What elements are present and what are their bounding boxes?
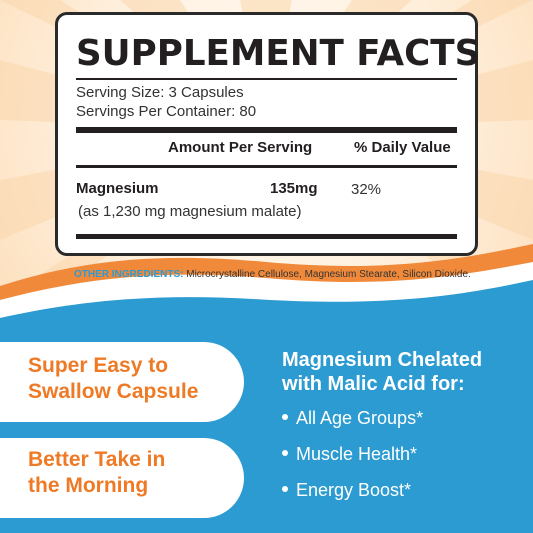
facts-title: SUPPLEMENT FACTS: [76, 33, 481, 74]
other-ingredients-label: OTHER INGREDIENTS:: [74, 269, 184, 280]
title-rule: [76, 78, 457, 80]
serving-size: Serving Size: 3 Capsules: [76, 84, 244, 101]
feature-text-swallow: Super Easy to Swallow Capsule: [28, 353, 198, 405]
bullet-dot-icon: [282, 414, 288, 421]
feature-pill-swallow: Super Easy to Swallow Capsule: [0, 342, 244, 422]
feature-pill-morning: Better Take in the Morning: [0, 438, 244, 518]
benefit-label: All Age Groups*: [296, 408, 424, 428]
bullet-dot-icon: [282, 486, 288, 493]
benefit-item: Energy Boost*: [282, 480, 411, 501]
benefits-title: Magnesium Chelated with Malic Acid for:: [282, 348, 532, 396]
thick-rule-top: [76, 127, 457, 133]
bullet-dot-icon: [282, 450, 288, 457]
header-rule: [76, 165, 457, 168]
benefit-label: Muscle Health*: [296, 444, 418, 464]
feature-line: the Morning: [28, 474, 149, 497]
nutrient-daily-value: 32%: [351, 181, 382, 198]
feature-text-morning: Better Take in the Morning: [28, 447, 165, 499]
benefit-item: All Age Groups*: [282, 408, 423, 429]
benefits-title-line: with Malic Acid for:: [282, 373, 465, 395]
other-ingredients-text: Microcrystalline Cellulose, Magnesium St…: [186, 269, 471, 280]
supplement-facts-panel: SUPPLEMENT FACTS Serving Size: 3 Capsule…: [55, 12, 481, 256]
servings-per-container: Servings Per Container: 80: [76, 103, 257, 120]
thick-rule-bottom: [76, 234, 457, 239]
benefit-label: Energy Boost*: [296, 480, 412, 500]
benefit-item: Muscle Health*: [282, 444, 417, 465]
amount-per-serving-header: Amount Per Serving: [168, 139, 313, 156]
nutrient-source: (as 1,230 mg magnesium malate): [78, 203, 302, 220]
feature-line: Better Take in: [28, 448, 166, 471]
feature-line: Super Easy to: [28, 354, 169, 377]
feature-line: Swallow Capsule: [28, 380, 199, 403]
benefits-title-line: Magnesium Chelated: [282, 349, 483, 371]
other-ingredients: OTHER INGREDIENTS: Microcrystalline Cell…: [74, 268, 474, 282]
daily-value-header: % Daily Value: [354, 139, 451, 156]
nutrient-name: Magnesium: [76, 180, 159, 197]
nutrient-amount: 135mg: [270, 180, 318, 197]
